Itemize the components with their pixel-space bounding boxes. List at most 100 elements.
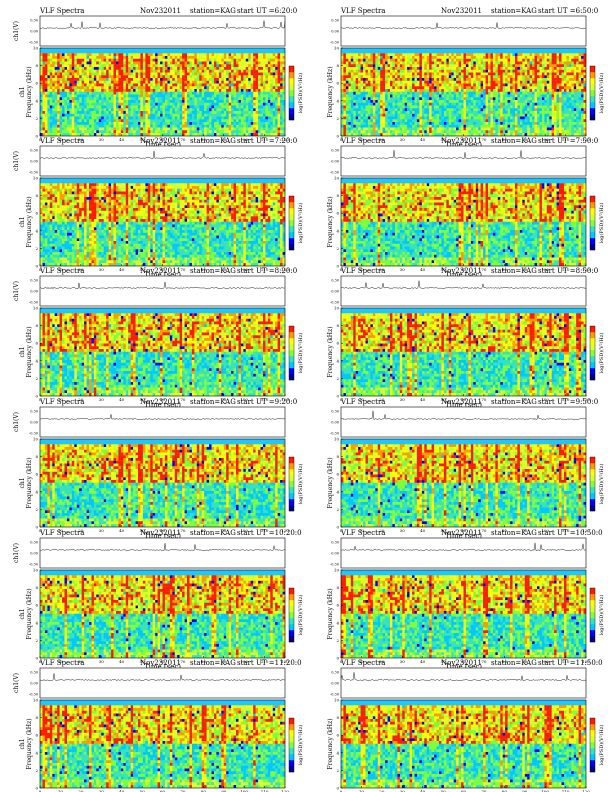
spectrogram-cell [343,56,346,59]
spectrogram-cell [138,133,141,136]
spectrogram-cell [353,78,356,81]
spectrogram-cell [226,75,229,79]
spectrogram-cell [201,105,205,109]
spectrogram-cell [179,56,183,59]
spectrogram-cell [228,69,232,73]
spectrogram-cell [250,78,254,81]
spectrogram-cell [91,64,95,68]
spectrogram-cell [372,94,376,98]
spectrogram-cell [142,86,146,90]
spectrogram-cell [419,83,422,87]
spectrogram-cell [277,53,281,57]
spectrogram-cell [174,122,178,125]
spectrogram-cell [470,105,474,109]
spectrogram-cell [488,69,491,73]
spectrogram-cell [44,58,48,62]
spectrogram-cell [382,86,386,90]
spectrogram-cell [475,61,479,65]
spectrogram-cell [182,75,185,79]
spectrogram-cell [461,78,464,81]
spectrogram-cell [194,75,197,79]
spectrogram-cell [128,102,131,106]
spectrogram-cell [380,108,383,112]
spectrogram-cell [191,133,195,136]
spectrogram-cell [372,75,376,79]
spectrogram-cell [62,130,65,134]
spectrogram-cell [507,61,511,65]
spectrogram-cell [162,124,166,128]
spectrogram-cell [79,56,82,59]
spectrogram-cell [221,89,224,92]
spectrogram-cell [40,133,43,136]
spectrogram-cell [480,80,484,84]
spectrogram-cell [465,78,469,81]
spectrogram-cell [145,127,148,131]
spectrogram-cell [443,97,447,101]
spectrogram-cell [490,116,494,120]
spectrogram-cell [98,75,102,79]
spectrogram-cell [152,75,156,79]
spectrogram-cell [67,64,70,68]
spectrogram-cell [441,127,444,131]
spectrogram-cell [142,100,146,103]
spectrogram-cell [250,105,254,109]
spectrogram-cell [201,75,205,79]
spectrogram-cell [209,100,212,103]
spectrogram-cell [40,100,43,103]
spectrogram-cell [52,102,55,106]
spectrogram-cell [142,75,146,79]
spectrogram-cell [64,56,68,59]
spectrogram-cell [424,56,427,59]
spectrogram-cell [519,108,523,112]
spectrogram-cell [434,105,437,109]
spectrogram-cell [431,119,435,123]
spectrogram-cell [106,111,109,114]
spectrogram-cell [424,113,427,117]
spectrogram-cell [238,119,242,123]
spectrogram-cell [517,64,520,68]
spectrogram-cell [62,78,65,81]
spectrogram-cell [223,72,227,76]
spectrogram-cell [453,61,457,65]
spectrogram-cell [155,69,158,73]
spectrogram-cell [42,97,46,101]
spectrogram-cell [123,97,126,101]
spectrogram-cell [485,100,489,103]
spectrogram-cell [221,67,224,70]
spectrogram-cell [138,122,141,125]
spectrogram-cell [404,58,408,62]
spectrogram-cell [416,67,420,70]
spectrogram-cell [187,116,190,120]
spectrogram-cell [140,102,143,106]
spectrogram-cell [414,67,418,70]
spectrogram-cell [233,75,237,79]
spectrogram-cell [76,69,80,73]
spectrogram-cell [372,80,376,84]
spectrogram-cell [524,67,528,70]
spectrogram-cell [512,64,516,68]
spectrogram-cell [345,58,349,62]
spectrogram-cell [106,72,109,76]
spectrogram-cell [416,119,420,123]
spectrogram-cell [128,78,131,81]
spectrogram-cell [380,119,383,123]
spectrogram-cell [458,91,462,95]
spectrogram-cell [69,64,72,68]
spectrogram-cell [363,80,366,84]
spectrogram-cell [86,111,90,114]
spectrogram-cell [443,116,447,120]
spectrogram-cell [150,97,153,101]
spectrogram-cell [527,111,530,114]
spectrogram-cell [443,108,447,112]
spectrogram-cell [446,67,449,70]
spectrogram-cell [522,58,525,62]
spectrogram-cell [150,53,153,57]
spectrogram-cell [414,56,418,59]
spectrogram-cell [42,105,46,109]
spectrogram-cell [221,61,224,65]
spectrogram-cell [162,75,166,79]
spectrogram-cell [463,83,467,87]
spectrogram-cell [519,113,523,117]
spectrogram-cell [135,64,139,68]
spectrogram-cell [380,80,383,84]
